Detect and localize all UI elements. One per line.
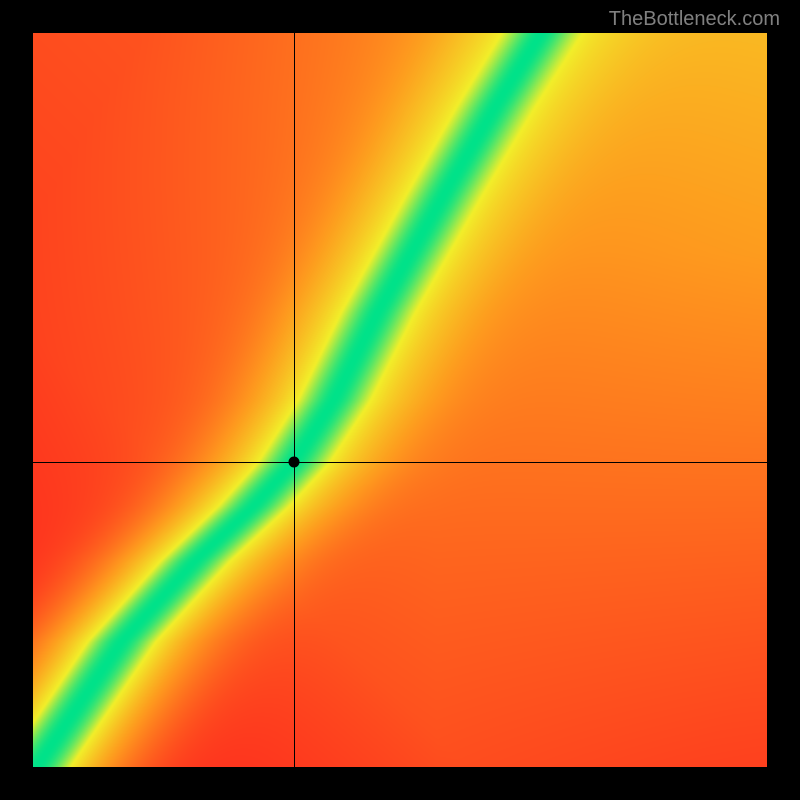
crosshair-marker — [288, 457, 299, 468]
crosshair-horizontal — [33, 462, 767, 463]
crosshair-vertical — [294, 33, 295, 767]
watermark-text: TheBottleneck.com — [609, 8, 780, 31]
heatmap-canvas — [33, 33, 767, 767]
heatmap-plot — [33, 33, 767, 767]
